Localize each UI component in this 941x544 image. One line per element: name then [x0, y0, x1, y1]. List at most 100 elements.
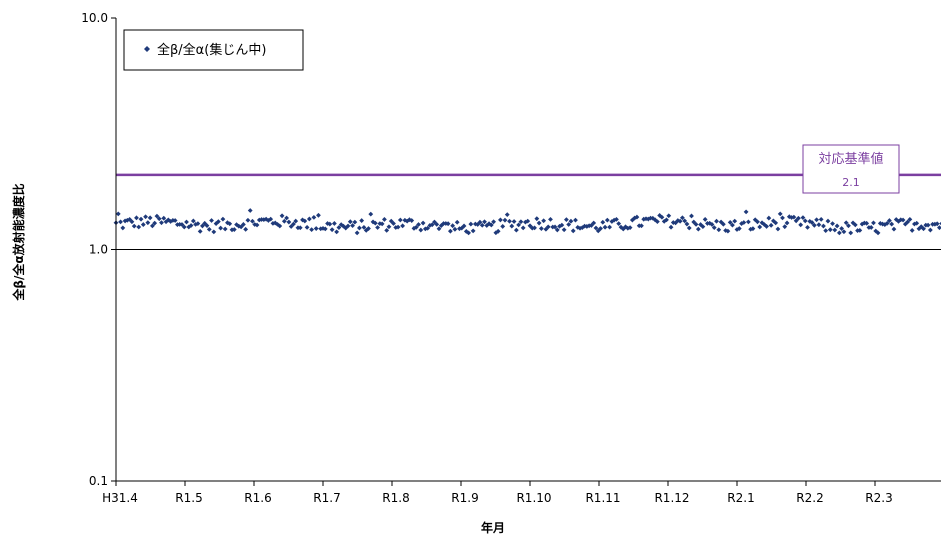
data-point — [709, 222, 715, 227]
data-point — [839, 226, 845, 231]
data-point — [702, 217, 708, 222]
data-point — [832, 227, 838, 233]
data-point — [475, 222, 481, 227]
data-point — [368, 211, 374, 217]
data-point — [830, 221, 835, 227]
data-point — [286, 219, 292, 225]
data-point — [627, 225, 633, 231]
data-point — [488, 222, 494, 228]
data-point — [222, 226, 228, 232]
data-point — [791, 214, 797, 220]
data-point — [798, 222, 804, 228]
data-point — [755, 219, 760, 225]
data-point — [457, 226, 462, 232]
data-point — [507, 218, 512, 224]
data-point — [561, 227, 567, 233]
y-axis-title: 全β/全α放射能濃度比 — [11, 183, 26, 301]
data-point — [197, 229, 203, 234]
data-point — [691, 219, 697, 225]
data-point — [313, 226, 319, 231]
data-point — [243, 226, 249, 232]
data-point — [591, 220, 597, 226]
data-point — [161, 215, 167, 221]
data-point — [598, 226, 603, 231]
data-point — [563, 217, 569, 223]
data-point — [320, 225, 326, 231]
data-point — [552, 224, 558, 230]
data-point — [641, 216, 647, 222]
data-point — [143, 214, 148, 220]
x-tick-label: R1.12 — [654, 491, 689, 505]
data-point — [275, 221, 280, 227]
data-point — [341, 223, 346, 229]
data-point — [361, 224, 367, 230]
data-point — [152, 220, 158, 226]
data-point — [413, 224, 419, 230]
data-point — [716, 227, 722, 233]
data-point — [420, 220, 426, 226]
data-point — [154, 213, 160, 219]
data-point — [616, 221, 622, 226]
data-point — [775, 226, 781, 232]
data-point — [336, 225, 342, 230]
data-point — [884, 220, 890, 226]
y-tick-label: 1.0 — [89, 243, 108, 257]
data-point — [184, 219, 189, 225]
data-point — [425, 225, 431, 231]
data-point — [914, 220, 920, 226]
reference-value-label: 2.1 — [842, 176, 860, 189]
data-point — [327, 221, 333, 227]
data-point — [659, 214, 665, 220]
data-point — [743, 209, 749, 215]
data-point — [134, 215, 139, 221]
data-point — [848, 230, 854, 236]
data-point — [504, 212, 510, 217]
data-point — [500, 224, 506, 229]
data-point — [568, 218, 574, 224]
x-tick-label: R1.5 — [175, 491, 202, 505]
data-point — [579, 225, 585, 231]
data-point — [525, 218, 531, 224]
data-point — [498, 217, 503, 223]
x-tick-label: R1.6 — [244, 491, 271, 505]
data-point — [418, 227, 424, 233]
data-point — [880, 221, 885, 227]
data-point — [479, 222, 485, 228]
data-point — [254, 222, 260, 228]
x-tick-label: R2.2 — [796, 491, 823, 505]
data-point — [372, 220, 378, 226]
data-point — [841, 229, 847, 235]
data-point — [215, 219, 221, 224]
data-point — [200, 223, 205, 229]
data-point — [179, 222, 185, 227]
data-point — [834, 223, 840, 229]
data-point — [682, 218, 688, 224]
data-point — [918, 224, 924, 229]
data-point — [172, 218, 178, 223]
data-point — [741, 220, 747, 225]
data-point — [370, 219, 376, 225]
data-point — [614, 216, 619, 222]
data-point — [818, 216, 824, 222]
data-point — [855, 228, 860, 233]
data-point — [202, 220, 208, 226]
data-point — [400, 223, 406, 229]
data-point — [452, 226, 458, 232]
data-point — [470, 228, 476, 234]
data-point — [777, 211, 783, 217]
data-point — [757, 224, 763, 230]
data-point — [846, 223, 851, 229]
data-point — [902, 221, 908, 227]
legend-box — [123, 29, 304, 71]
data-point — [445, 221, 451, 227]
data-point — [204, 223, 210, 228]
data-point — [875, 230, 881, 236]
data-point — [436, 226, 442, 232]
data-point — [518, 219, 524, 225]
data-point — [782, 224, 788, 230]
data-point — [527, 223, 533, 229]
data-point — [250, 218, 255, 224]
data-point — [807, 218, 813, 224]
data-point — [209, 218, 214, 223]
